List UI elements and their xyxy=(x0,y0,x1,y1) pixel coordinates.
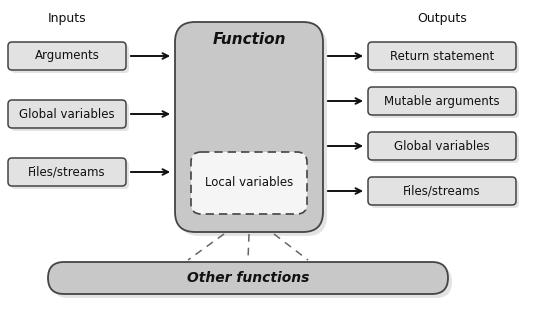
FancyBboxPatch shape xyxy=(8,42,126,70)
FancyBboxPatch shape xyxy=(11,45,129,73)
Text: Function: Function xyxy=(212,33,286,47)
FancyBboxPatch shape xyxy=(368,87,516,115)
FancyBboxPatch shape xyxy=(11,161,129,189)
Text: Inputs: Inputs xyxy=(48,12,86,25)
FancyBboxPatch shape xyxy=(368,177,516,205)
Text: Return statement: Return statement xyxy=(390,50,494,63)
Text: Files/streams: Files/streams xyxy=(403,184,481,197)
FancyBboxPatch shape xyxy=(52,266,452,298)
Text: Files/streams: Files/streams xyxy=(28,166,106,179)
Text: Outputs: Outputs xyxy=(417,12,467,25)
Text: Other functions: Other functions xyxy=(187,271,309,285)
Text: Local variables: Local variables xyxy=(205,176,293,189)
FancyBboxPatch shape xyxy=(371,45,519,73)
Text: Global variables: Global variables xyxy=(394,140,490,153)
FancyBboxPatch shape xyxy=(371,90,519,118)
FancyBboxPatch shape xyxy=(175,22,323,232)
Text: Global variables: Global variables xyxy=(19,108,115,121)
FancyBboxPatch shape xyxy=(48,262,448,294)
FancyBboxPatch shape xyxy=(368,42,516,70)
FancyBboxPatch shape xyxy=(191,152,307,214)
FancyBboxPatch shape xyxy=(179,26,327,236)
FancyBboxPatch shape xyxy=(8,158,126,186)
FancyBboxPatch shape xyxy=(371,135,519,163)
Text: Mutable arguments: Mutable arguments xyxy=(384,95,500,108)
FancyBboxPatch shape xyxy=(371,180,519,208)
Text: Arguments: Arguments xyxy=(35,50,99,63)
FancyBboxPatch shape xyxy=(11,103,129,131)
FancyBboxPatch shape xyxy=(8,100,126,128)
FancyBboxPatch shape xyxy=(368,132,516,160)
